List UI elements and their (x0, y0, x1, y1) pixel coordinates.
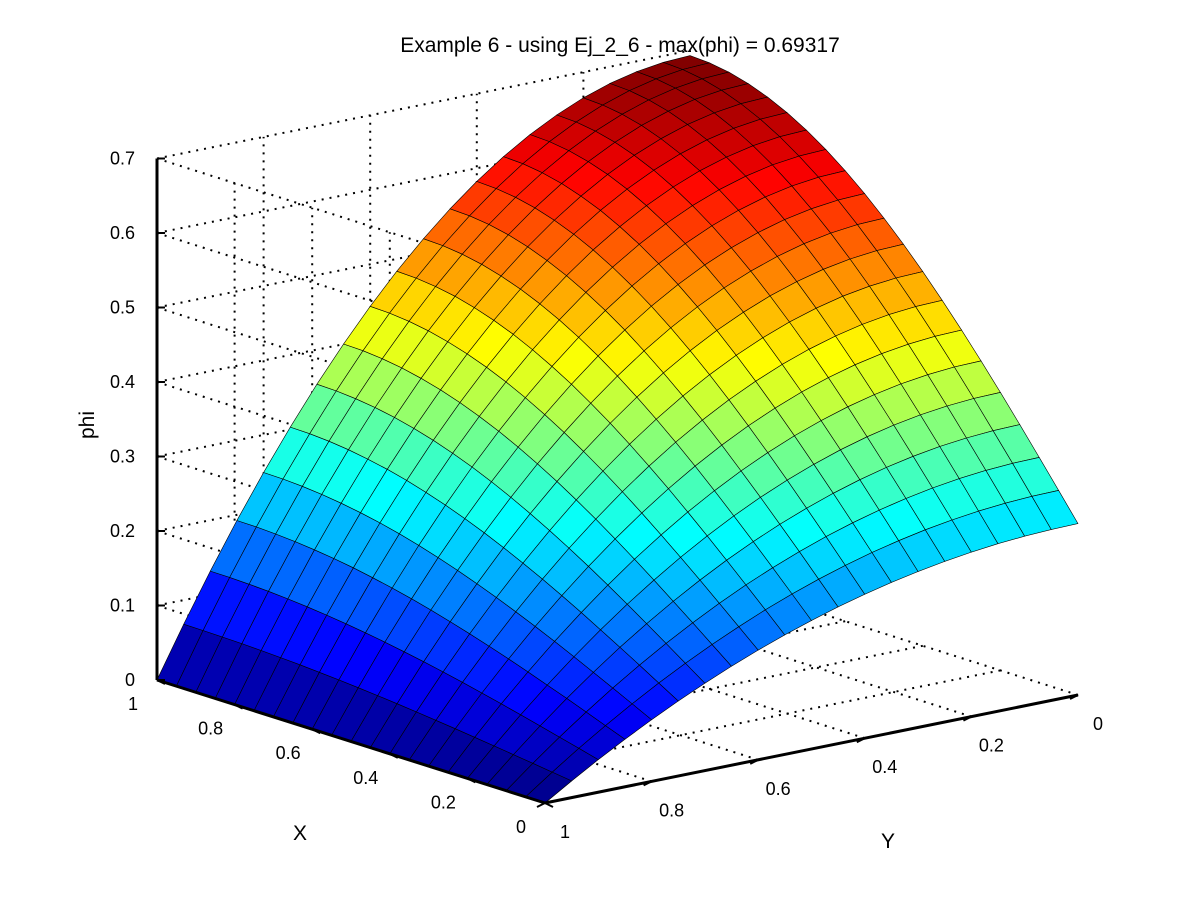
z-tick-label: 0.7 (110, 149, 135, 169)
x-tick (156, 679, 166, 685)
surface-patch (1031, 490, 1079, 530)
z-tick-label: 0.4 (110, 372, 135, 392)
z-tick-label: 0.6 (110, 223, 135, 243)
x-tick-label: 0.4 (353, 768, 378, 788)
y-tick (962, 715, 972, 722)
y-axis-line (544, 693, 1079, 805)
y-tick-label: 0 (1093, 714, 1103, 734)
y-tick (536, 802, 546, 808)
y-tick-label: 0.8 (659, 800, 684, 820)
labels-layer: Example 6 - using Ej_2_6 - max(phi) = 0.… (76, 34, 1103, 853)
x-tick (389, 752, 399, 759)
z-tick-label: 0.3 (110, 447, 135, 467)
z-tick-label: 0.1 (110, 596, 135, 616)
x-tick-label: 0.2 (431, 792, 456, 812)
x-axis-line (156, 678, 546, 805)
x-tick-label: 0.6 (276, 743, 301, 763)
y-tick (1069, 694, 1079, 700)
surface-layer (156, 55, 1079, 804)
z-axis-title: phi (76, 411, 99, 439)
y-tick-label: 0.2 (979, 736, 1004, 756)
x-tick-label: 0.8 (198, 719, 223, 739)
x-tick (544, 802, 554, 808)
x-axis-title: X (293, 822, 307, 845)
x-tick (234, 703, 244, 710)
x-tick-label: 1 (128, 694, 138, 714)
z-tick-label: 0 (125, 670, 135, 690)
y-tick (749, 758, 759, 765)
chart-title: Example 6 - using Ej_2_6 - max(phi) = 0.… (400, 34, 840, 57)
y-tick (856, 737, 866, 744)
axes-layer (155, 157, 1079, 808)
x-tick-label: 0 (516, 817, 526, 837)
z-tick-label: 0.2 (110, 521, 135, 541)
y-axis-title: Y (881, 830, 895, 853)
y-tick-label: 0.6 (766, 779, 791, 799)
y-tick-label: 0.4 (872, 757, 897, 777)
z-tick-label: 0.5 (110, 298, 135, 318)
x-tick (311, 728, 321, 735)
y-tick-label: 1 (560, 822, 570, 842)
y-tick (643, 780, 653, 787)
x-tick (466, 777, 476, 784)
